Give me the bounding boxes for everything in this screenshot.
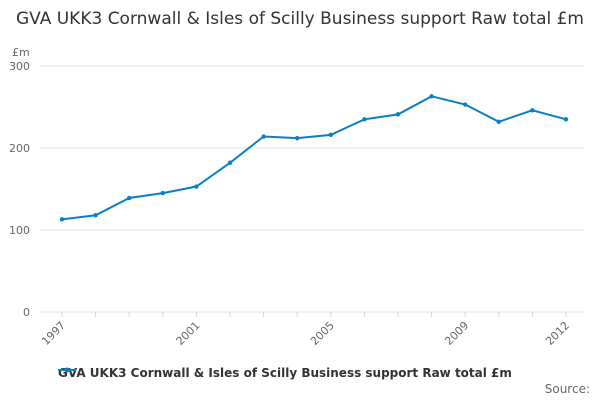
y-tick-label: 300 bbox=[9, 60, 30, 73]
data-point bbox=[227, 160, 233, 165]
legend[interactable]: GVA UKK3 Cornwall & Isles of Scilly Busi… bbox=[58, 366, 512, 380]
data-point bbox=[496, 119, 501, 124]
data-point bbox=[463, 102, 468, 107]
series-line bbox=[61, 95, 567, 221]
data-point bbox=[194, 184, 199, 189]
x-tick-label: 2012 bbox=[543, 319, 572, 348]
data-point bbox=[160, 190, 165, 196]
y-tick-label: 100 bbox=[9, 224, 30, 237]
source-label: Source: bbox=[544, 382, 590, 396]
x-tick-label: 1997 bbox=[39, 319, 68, 348]
data-point bbox=[328, 132, 333, 138]
data-point bbox=[395, 112, 401, 117]
x-tick-label: 2001 bbox=[174, 319, 203, 348]
data-point bbox=[563, 117, 569, 122]
legend-line-marker-icon bbox=[58, 367, 76, 373]
data-point bbox=[127, 195, 132, 201]
data-point bbox=[261, 134, 266, 139]
legend-label: GVA UKK3 Cornwall & Isles of Scilly Busi… bbox=[58, 366, 512, 380]
x-tick-label: 2009 bbox=[442, 319, 471, 348]
chart-title: GVA UKK3 Cornwall & Isles of Scilly Busi… bbox=[15, 9, 584, 29]
data-point bbox=[93, 213, 98, 218]
y-tick-label: 0 bbox=[23, 306, 30, 319]
data-point bbox=[429, 94, 434, 99]
data-point bbox=[295, 135, 300, 141]
y-tick-label: 200 bbox=[9, 142, 30, 155]
x-tick-label: 2005 bbox=[308, 319, 337, 348]
data-point bbox=[59, 217, 65, 222]
data-point bbox=[530, 108, 535, 113]
y-axis-label: £m bbox=[12, 46, 30, 59]
data-point bbox=[362, 117, 367, 122]
